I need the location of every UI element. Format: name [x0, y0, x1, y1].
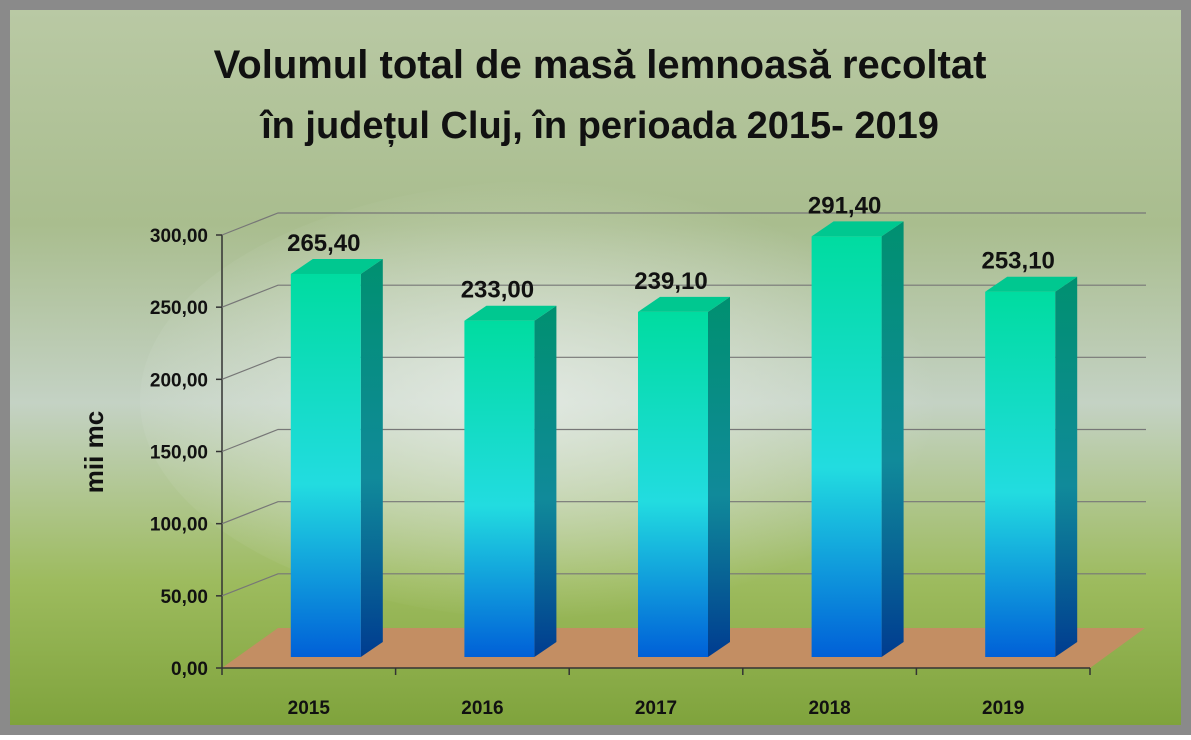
x-tick-label: 2017 [635, 698, 677, 719]
bar-side [882, 221, 904, 657]
bar [291, 274, 361, 657]
bar-side [361, 259, 383, 657]
chart-title: în județul Cluj, în perioada 2015- 2019 [259, 105, 939, 147]
chart: Volumul total de masă lemnoasă recoltat … [0, 0, 1191, 735]
bar [464, 321, 534, 657]
y-tick-label: 300,00 [150, 226, 208, 247]
x-tick-label: 2015 [288, 698, 331, 719]
bar-side [1055, 277, 1077, 657]
bar [638, 312, 708, 657]
y-tick-label: 50,00 [160, 587, 208, 608]
value-label: 233,00 [461, 277, 534, 304]
y-axis-label: mii mc [79, 411, 109, 493]
y-tick-label: 200,00 [150, 370, 208, 391]
value-label: 265,40 [287, 230, 360, 257]
x-tick-label: 2019 [982, 698, 1024, 719]
y-tick-label: 0,00 [171, 659, 208, 680]
value-label: 253,10 [981, 248, 1054, 275]
chart-title: Volumul total de masă lemnoasă recoltat [214, 43, 987, 87]
x-tick-label: 2016 [461, 698, 503, 719]
value-label: 291,40 [808, 192, 881, 219]
bar-side [534, 306, 556, 657]
y-tick-label: 250,00 [150, 298, 208, 319]
x-tick-label: 2018 [808, 698, 850, 719]
value-label: 239,10 [634, 268, 707, 295]
bar [812, 236, 882, 657]
bar [985, 292, 1055, 657]
y-tick-label: 150,00 [150, 443, 208, 464]
y-tick-label: 100,00 [150, 515, 208, 536]
bar-side [708, 297, 730, 657]
